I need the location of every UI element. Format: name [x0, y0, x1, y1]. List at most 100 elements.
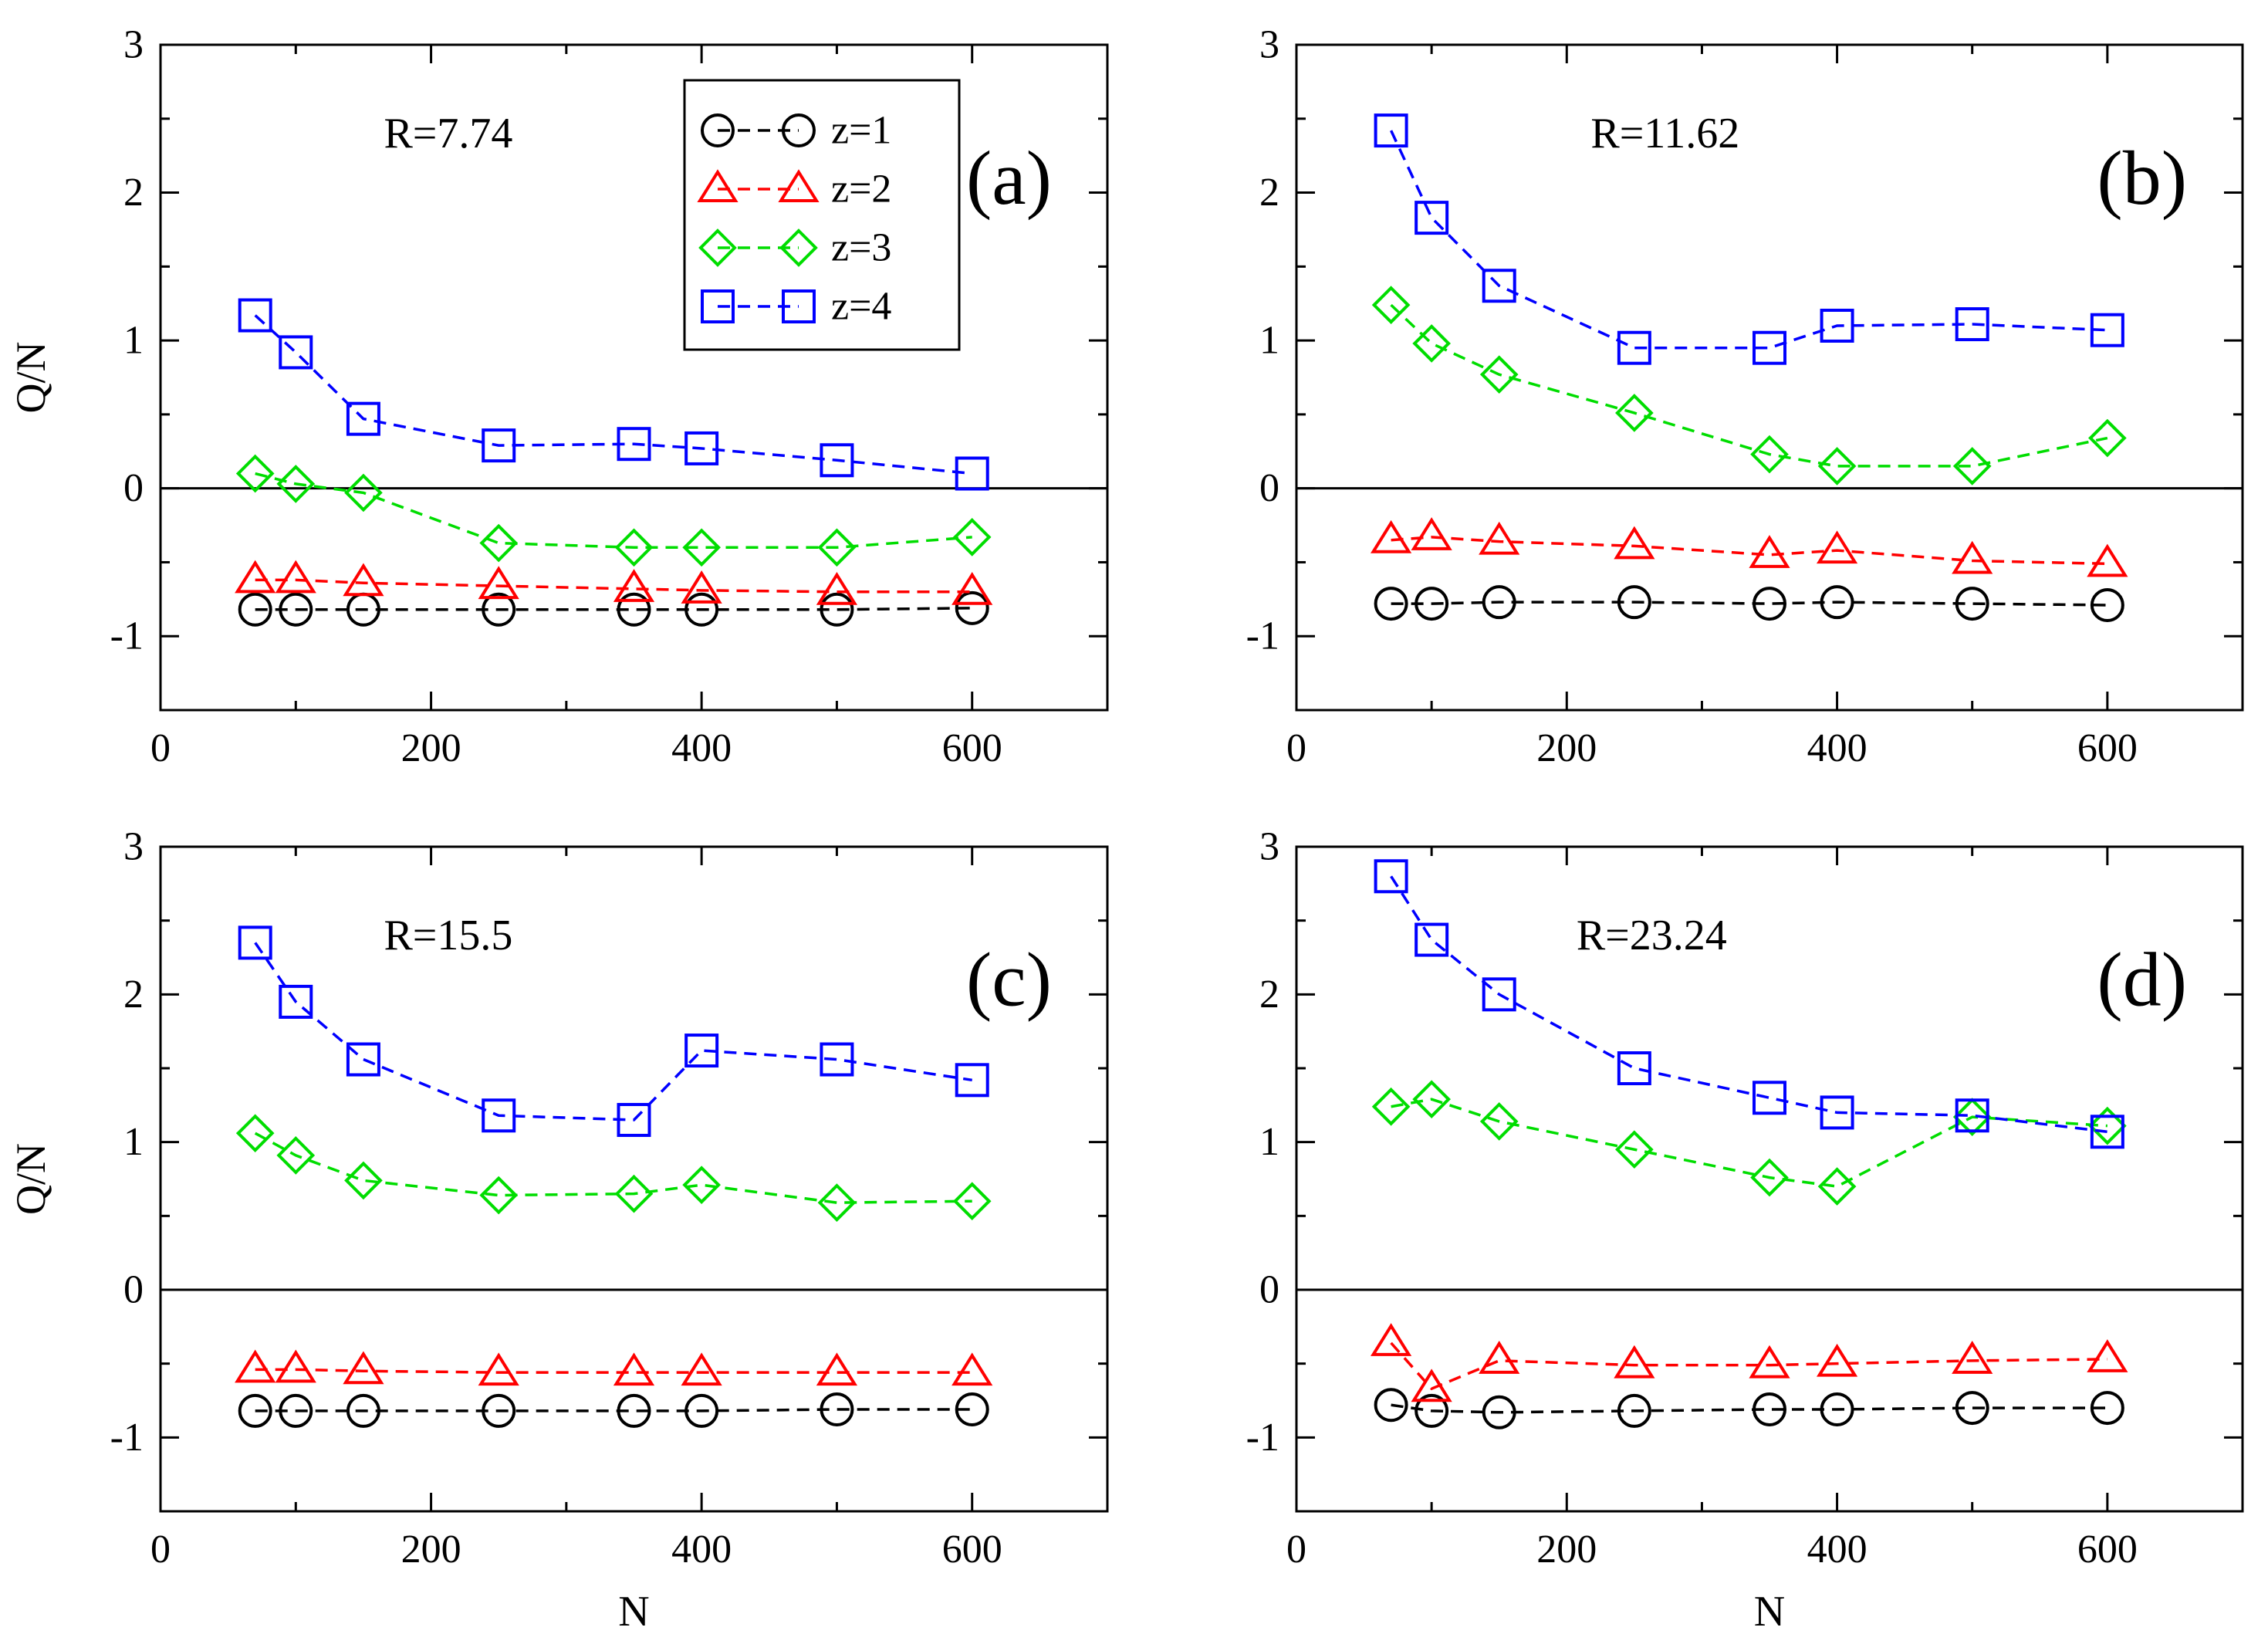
panel-d: -1 0 1 2 3 0 200 400 600 N (d) R=23.24: [1246, 825, 2244, 1636]
data-point-z3: [1479, 1102, 1519, 1141]
data-point-z2: [235, 1349, 276, 1383]
data-point-z4: [1820, 308, 1854, 343]
x-axis-label: N: [1754, 1588, 1785, 1636]
data-point-z2: [1614, 1345, 1655, 1379]
data-point-z2: [343, 563, 384, 597]
data-point-z3: [1412, 324, 1451, 363]
data-point-z1: [617, 592, 651, 627]
x-tick-label: 600: [2077, 726, 2138, 770]
data-point-z1: [1955, 1391, 1989, 1426]
legend-label: z=2: [831, 167, 891, 211]
data-point-z1: [1415, 1393, 1449, 1428]
data-point-z3: [952, 1182, 992, 1221]
y-tick-label: 3: [123, 23, 144, 67]
data-point-z4: [684, 1034, 719, 1068]
data-point-z3: [1817, 447, 1857, 485]
r-annotation: R=15.5: [384, 912, 512, 959]
data-point-z4: [1374, 859, 1408, 894]
panel-label: (a): [966, 135, 1052, 221]
data-point-z2: [1479, 1341, 1520, 1374]
x-tick-label: 400: [1807, 726, 1867, 770]
data-point-z1: [1617, 585, 1651, 620]
data-point-z1: [2090, 587, 2124, 622]
data-point-z4: [1955, 307, 1989, 342]
data-point-z2: [1749, 535, 1790, 568]
data-point-z3: [682, 1166, 721, 1204]
data-point-z3: [2088, 1106, 2127, 1145]
data-point-z2: [1952, 1341, 1993, 1374]
data-point-z1: [279, 1393, 313, 1428]
data-point-z4: [482, 428, 516, 463]
panel-label: (d): [2097, 937, 2187, 1023]
series-line-z1: [1391, 601, 2107, 607]
series-line-z2: [1390, 1341, 2107, 1391]
data-point-z4: [1374, 113, 1408, 148]
r-annotation: R=7.74: [384, 110, 512, 157]
data-point-z2: [613, 569, 655, 602]
data-point-z1: [1482, 585, 1516, 620]
plot-frame: [159, 845, 1109, 1513]
data-point-z3: [276, 1136, 316, 1175]
legend-marker: [782, 113, 816, 147]
y-tick-label: 2: [1259, 171, 1279, 215]
series-line-z4: [1390, 130, 2107, 350]
y-tick-label: 0: [1259, 466, 1279, 510]
x-tick-label: 600: [942, 1528, 1002, 1571]
data-point-z1: [279, 592, 313, 627]
y-tick-label: 2: [1259, 973, 1279, 1017]
data-point-z4: [346, 1042, 380, 1077]
data-point-z3: [1615, 1130, 1654, 1169]
x-axis-label: N: [618, 1588, 649, 1636]
y-tick-label: 0: [1259, 1268, 1279, 1312]
data-point-z3: [614, 1174, 654, 1213]
data-point-z1: [1374, 1388, 1408, 1423]
data-point-z3: [952, 518, 992, 557]
data-point-z4: [1415, 922, 1449, 957]
x-tick-label: 0: [150, 726, 171, 770]
series-line-z1: [255, 607, 972, 611]
data-point-z2: [951, 1352, 993, 1386]
series-line-z1: [255, 1408, 972, 1412]
legend-marker: [698, 228, 737, 267]
data-point-z2: [275, 560, 316, 594]
data-point-z4: [2090, 313, 2124, 347]
data-point-z2: [2087, 1339, 2128, 1372]
data-point-z4: [684, 431, 719, 465]
data-point-z3: [1952, 1098, 1992, 1136]
r-annotation: R=23.24: [1577, 912, 1727, 959]
data-point-z2: [1411, 517, 1452, 550]
data-point-z3: [235, 1114, 275, 1153]
legend-marker: [701, 289, 735, 323]
x-tick-label: 400: [671, 1528, 732, 1571]
legend-label: z=4: [831, 285, 891, 329]
data-point-z2: [613, 1352, 655, 1386]
data-point-z1: [684, 1393, 719, 1428]
x-tick-label: 200: [401, 1528, 461, 1571]
x-tick-label: 200: [1536, 1528, 1597, 1571]
y-tick-label: -1: [110, 1416, 144, 1460]
data-point-z1: [820, 1392, 854, 1426]
data-point-z1: [955, 1392, 989, 1426]
legend-label: z=3: [831, 226, 891, 270]
plot-frame: [1295, 43, 2244, 712]
legend-marker: [701, 113, 735, 147]
y-tick-label: 3: [1259, 23, 1279, 67]
data-point-z4: [1617, 1051, 1651, 1085]
series-line-z1: [1391, 1403, 2107, 1414]
data-point-z3: [344, 473, 383, 513]
data-point-z3: [817, 528, 857, 567]
data-point-z4: [955, 1063, 989, 1098]
data-point-z1: [482, 592, 516, 627]
legend-marker: [778, 169, 820, 202]
data-point-z1: [1617, 1393, 1651, 1428]
y-tick-label: -1: [1246, 1416, 1279, 1460]
y-tick-label: 2: [123, 171, 144, 215]
data-point-z2: [343, 1351, 384, 1385]
y-tick-label: 2: [123, 973, 144, 1017]
data-point-z3: [1371, 1087, 1411, 1126]
x-tick-label: 600: [942, 726, 1002, 770]
y-tick-label: -1: [1246, 614, 1279, 658]
data-point-z3: [1479, 355, 1519, 394]
data-point-z1: [1415, 587, 1449, 621]
data-point-z4: [279, 335, 313, 370]
